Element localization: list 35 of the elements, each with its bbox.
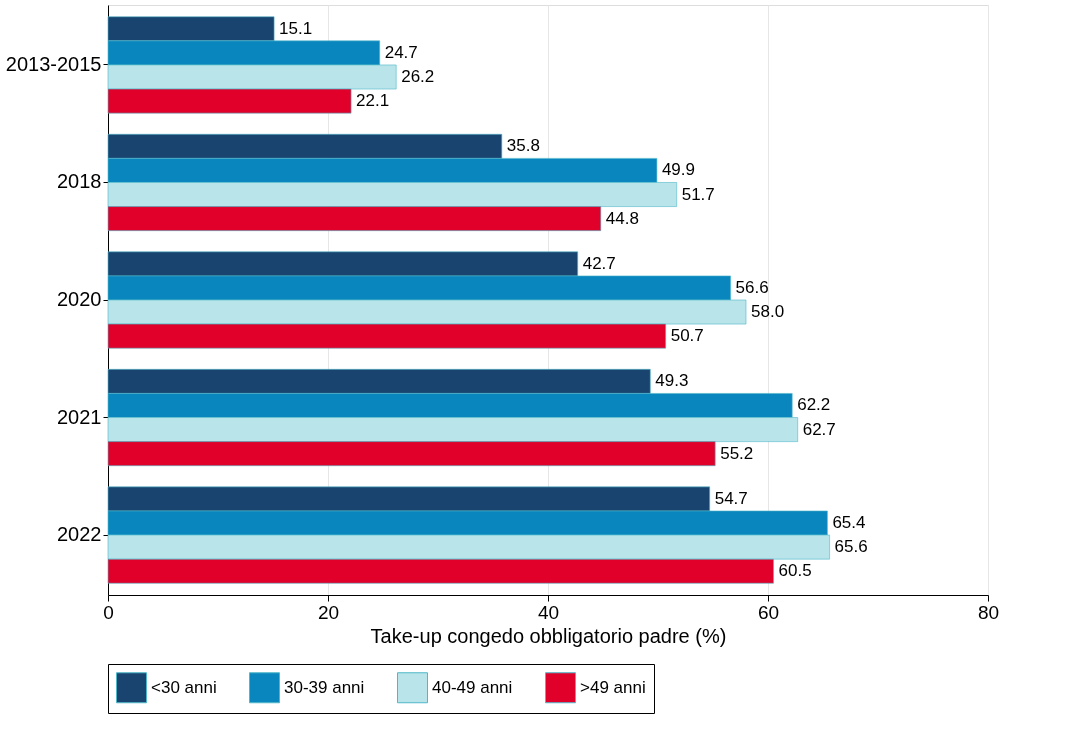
data-label: 65.4: [832, 513, 866, 533]
data-label: 49.9: [661, 160, 695, 180]
data-label: 22.1: [356, 91, 390, 111]
x-tick-label: 60: [757, 601, 780, 623]
data-label: 55.2: [720, 443, 754, 463]
y-tick-label: 2021: [57, 405, 102, 428]
y-tick-label: 2018: [57, 170, 102, 193]
data-label: 35.8: [506, 136, 540, 156]
x-axis-title: Take-up congedo obbligatorio padre (%): [370, 624, 727, 647]
data-label: 60.5: [778, 561, 812, 581]
legend-label: 30-39 anni: [284, 677, 365, 697]
data-label: 26.2: [401, 66, 435, 86]
data-label: 49.3: [655, 371, 689, 391]
x-tick-label: 80: [977, 601, 1000, 623]
data-label: 50.7: [670, 326, 704, 346]
y-tick-label: 2013-2015: [5, 52, 102, 75]
data-label: 15.1: [279, 18, 313, 38]
legend-label: >49 anni: [580, 677, 646, 697]
x-tick-label: 0: [103, 601, 114, 623]
data-label: 54.7: [714, 488, 748, 508]
y-tick-label: 2020: [57, 288, 102, 310]
legend-label: <30 anni: [151, 677, 217, 697]
data-label: 51.7: [681, 184, 715, 204]
data-label: 42.7: [582, 253, 616, 273]
data-label: 44.8: [605, 208, 639, 228]
legend-label: 40-49 anni: [432, 677, 513, 697]
y-tick-label: 2022: [57, 523, 102, 546]
data-label: 24.7: [384, 42, 418, 62]
data-label: 65.6: [834, 537, 868, 557]
x-tick-label: 20: [317, 601, 340, 623]
data-label: 62.2: [797, 395, 831, 415]
data-label: 62.7: [802, 419, 836, 439]
data-label: 58.0: [751, 302, 785, 322]
data-label: 56.6: [735, 277, 769, 297]
x-tick-label: 40: [537, 601, 560, 623]
